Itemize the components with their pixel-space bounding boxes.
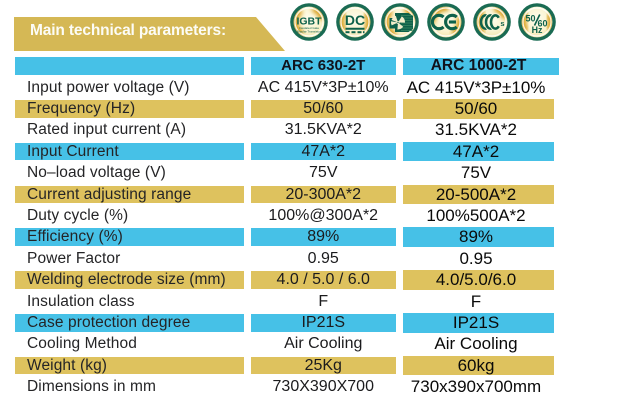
svg-text:60: 60 (537, 18, 547, 28)
svg-text:DC: DC (344, 12, 364, 28)
svg-text:IGBT: IGBT (296, 15, 322, 27)
svg-text:50: 50 (525, 13, 535, 23)
svg-text:Insulated Gate: Insulated Gate (299, 26, 319, 30)
svg-text:Hz: Hz (531, 25, 542, 35)
svg-text:Bipolar Transistor: Bipolar Transistor (297, 29, 321, 33)
svg-text:s: s (500, 19, 504, 28)
